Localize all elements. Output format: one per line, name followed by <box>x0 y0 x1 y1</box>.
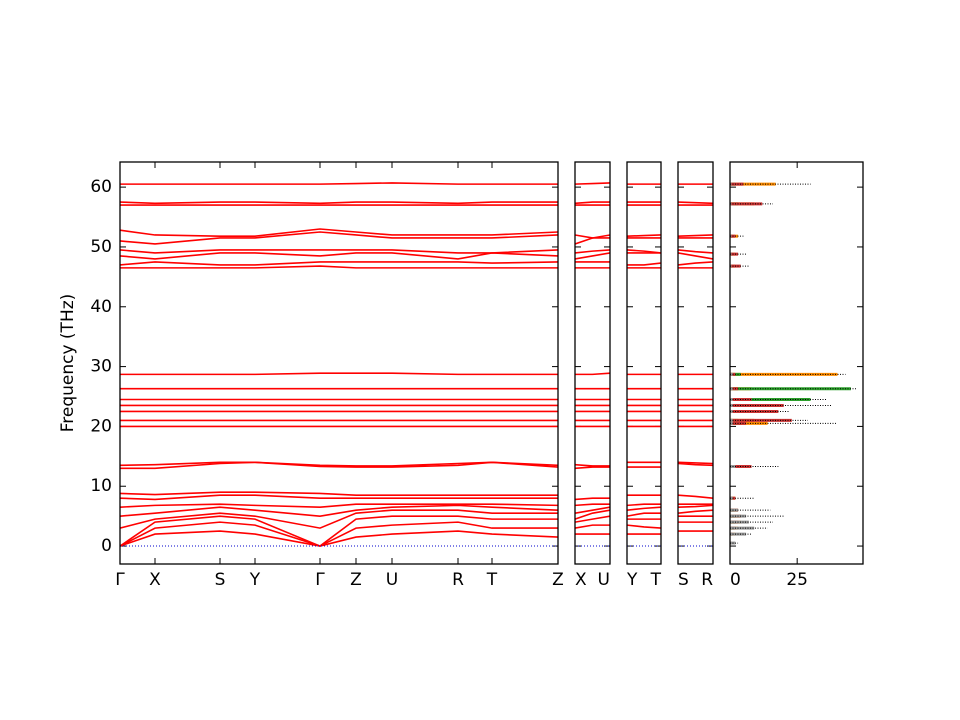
band-line <box>575 524 610 529</box>
band-line <box>575 234 610 239</box>
panel-frame <box>626 161 662 565</box>
x-tick-label: T <box>650 570 662 590</box>
band-line <box>575 249 610 254</box>
band-line <box>627 249 661 254</box>
band-line <box>120 261 558 266</box>
band-line <box>120 509 558 529</box>
band-line <box>575 503 610 507</box>
panel-frame <box>729 161 864 565</box>
y-tick-label: 30 <box>90 357 112 377</box>
band-line <box>120 228 558 237</box>
band-line <box>627 512 661 517</box>
band-line <box>678 504 713 508</box>
x-tick-label: Γ <box>315 570 325 590</box>
x-tick-label: S <box>678 570 689 590</box>
x-tick-label: Y <box>626 570 638 590</box>
x-tick-label: R <box>452 570 464 590</box>
band-line <box>627 234 661 237</box>
x-tick-label: U <box>386 570 398 590</box>
band-line <box>120 521 558 547</box>
band-line <box>575 201 610 205</box>
y-tick-label: 40 <box>90 297 112 317</box>
band-line <box>120 249 558 254</box>
band-line <box>678 461 713 465</box>
band-line <box>575 372 610 376</box>
y-tick-label: 60 <box>90 177 112 197</box>
band-line <box>678 494 713 499</box>
band-line <box>120 503 558 508</box>
x-tick-label: 0 <box>730 570 741 590</box>
y-tick-label: 20 <box>90 416 112 436</box>
band-line <box>575 182 610 185</box>
band-line <box>120 461 558 470</box>
y-tick-label: 50 <box>90 237 112 257</box>
panel-frame <box>574 161 611 565</box>
band-line <box>575 252 610 260</box>
y-axis-label: Frequency (THz) <box>58 294 78 433</box>
band-line <box>120 461 558 467</box>
band-line <box>120 530 558 547</box>
band-line <box>120 265 558 269</box>
band-line <box>627 524 661 529</box>
x-tick-label: X <box>149 570 161 590</box>
band-line <box>575 509 610 520</box>
band-line <box>678 261 713 266</box>
band-line <box>678 249 713 254</box>
x-tick-label: Γ <box>115 570 125 590</box>
band-line <box>575 506 610 514</box>
band-line <box>627 503 661 507</box>
band-line <box>627 262 661 266</box>
band-line <box>120 231 558 245</box>
band-line <box>678 252 713 260</box>
x-tick-label: Y <box>249 570 261 590</box>
band-line <box>575 463 610 467</box>
band-line <box>678 234 713 237</box>
band-line <box>120 182 558 185</box>
band-line <box>120 372 558 376</box>
x-tick-label: S <box>215 570 226 590</box>
x-tick-label: R <box>701 570 713 590</box>
band-line <box>120 515 558 547</box>
band-line <box>575 466 610 470</box>
band-line <box>678 462 713 467</box>
band-line <box>120 491 558 497</box>
band-line <box>575 497 610 501</box>
band-line <box>678 509 713 514</box>
band-line <box>120 494 558 501</box>
x-tick-label: Z <box>350 570 362 590</box>
x-tick-label: T <box>486 570 498 590</box>
band-line <box>120 252 558 260</box>
x-tick-label: 25 <box>786 570 808 590</box>
band-line <box>678 201 713 205</box>
band-line <box>120 504 558 517</box>
y-tick-label: 10 <box>90 476 112 496</box>
band-line <box>120 201 558 205</box>
x-tick-label: U <box>598 570 610 590</box>
band-line <box>575 515 610 523</box>
band-line <box>627 506 661 511</box>
panel-frame <box>119 161 559 565</box>
x-tick-label: X <box>575 570 587 590</box>
x-tick-label: Z <box>552 570 564 590</box>
y-tick-label: 0 <box>101 536 112 556</box>
panel-frame <box>677 161 714 565</box>
